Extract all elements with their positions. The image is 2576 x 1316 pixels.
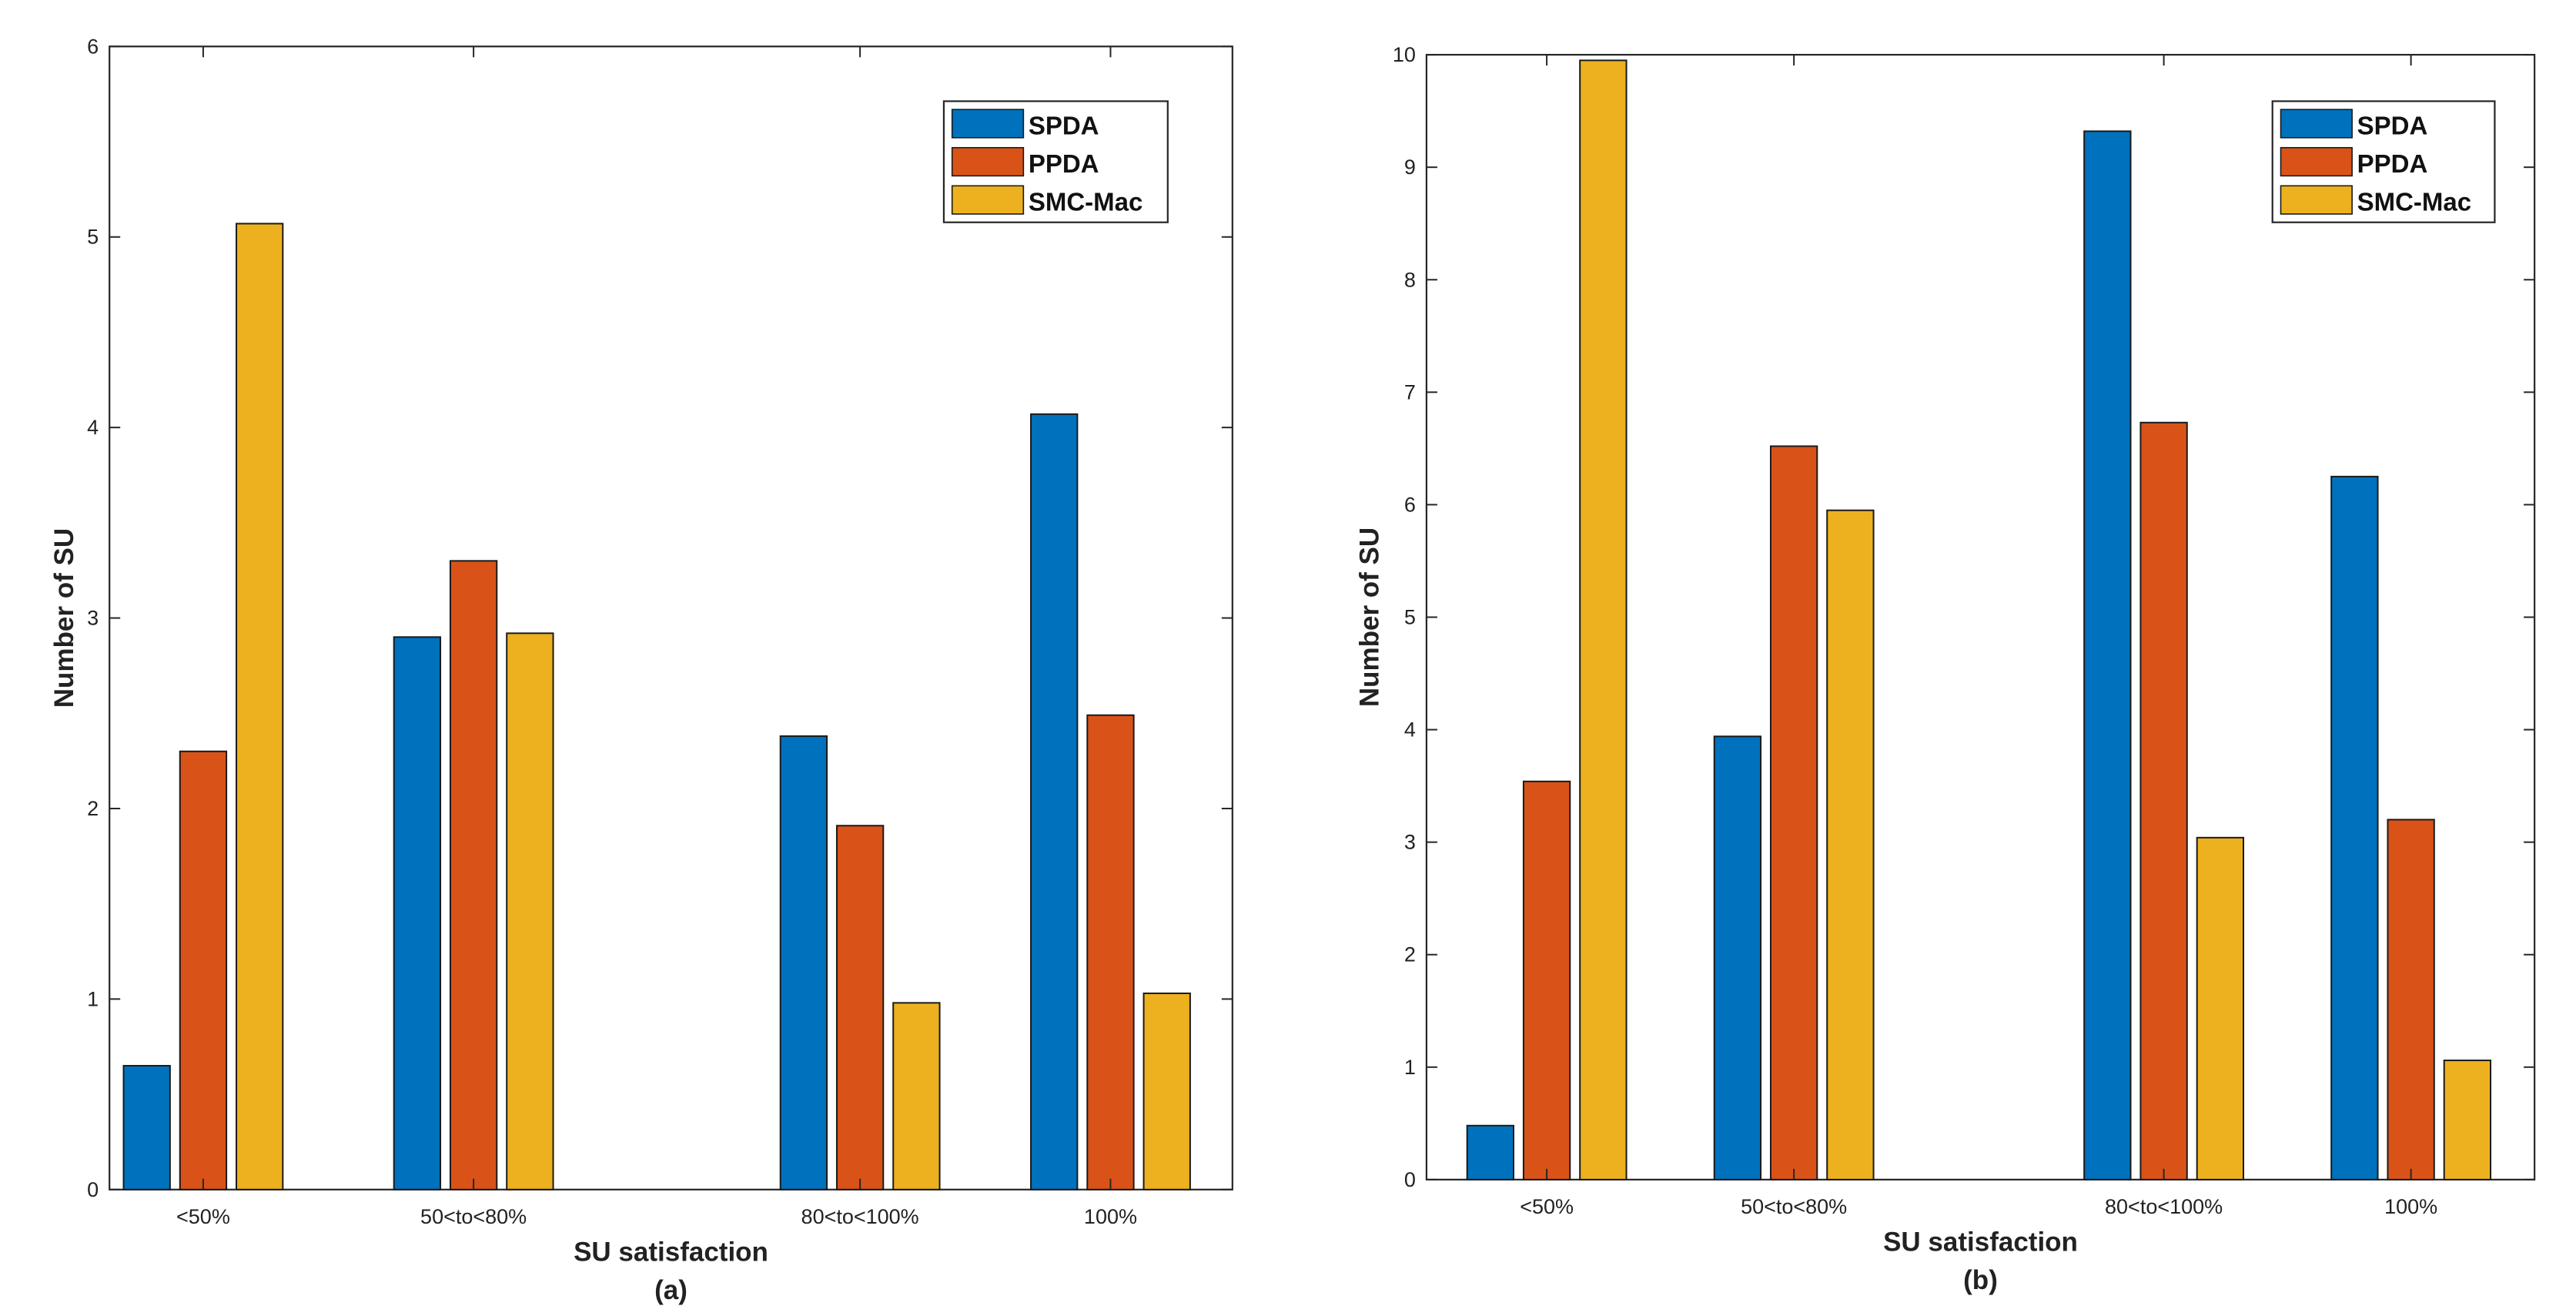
y-tick-label: 5 — [87, 226, 99, 249]
y-tick-label: 7 — [1404, 380, 1416, 404]
chart-caption: (b) — [1963, 1265, 1998, 1295]
bar-ppda-3 — [2139, 421, 2188, 1180]
bar-smc-mac-1 — [236, 223, 284, 1190]
y-tick-label: 5 — [1404, 605, 1416, 628]
legend-label-smc-mac: SMC-Mac — [1029, 188, 1143, 216]
y-tick-label: 8 — [1404, 268, 1416, 291]
x-tick-label: <50% — [176, 1205, 230, 1228]
chart-a: 0 1 2 3 4 5 6 <50% 50<to<80% 80<to<100% 100% SU sat… — [49, 35, 1233, 1305]
y-axis-label: Number of SU — [49, 528, 79, 708]
y-tick-label: 4 — [1404, 718, 1416, 742]
legend-swatch-smc-mac — [951, 185, 1025, 215]
chart-b: 0 1 2 3 4 5 6 7 8 9 10 <50% 50<to<80% 80<to<100% 100% S… — [1354, 43, 2536, 1295]
legend-swatch-ppda — [2280, 146, 2353, 177]
y-tick-label: 1 — [1404, 1056, 1416, 1079]
legend-swatch-ppda — [951, 146, 1025, 177]
x-tick-label: 100% — [2384, 1195, 2437, 1218]
bar-spda-1 — [1466, 1124, 1515, 1180]
bar-spda-1 — [122, 1064, 171, 1190]
bar-ppda-2 — [1769, 445, 1818, 1180]
x-axis-label: SU satisfaction — [574, 1237, 768, 1267]
legend-swatch-spda — [951, 109, 1025, 139]
y-tick-label: 6 — [1404, 493, 1416, 516]
bar-spda-4 — [2330, 475, 2379, 1180]
bar-ppda-3 — [835, 825, 885, 1190]
y-tick-label: 2 — [87, 797, 99, 820]
y-tick-label: 0 — [87, 1178, 99, 1201]
bar-ppda-2 — [449, 560, 498, 1190]
bar-ppda-1 — [1522, 780, 1571, 1180]
bar-ppda-4 — [2387, 819, 2435, 1180]
bar-spda-4 — [1030, 413, 1079, 1190]
y-tick-label: 4 — [87, 416, 99, 439]
x-tick-label: 80<to<100% — [801, 1205, 919, 1228]
legend-label-spda: SPDA — [2357, 112, 2428, 140]
y-tick-label: 9 — [1404, 156, 1416, 179]
bar-smc-mac-4 — [1142, 992, 1191, 1190]
bar-smc-mac-1 — [1579, 59, 1628, 1180]
legend-label-smc-mac: SMC-Mac — [2357, 188, 2472, 216]
legend: SPDA PPDA SMC-Mac — [2271, 100, 2496, 223]
bar-smc-mac-2 — [1826, 509, 1875, 1180]
x-tick-label: 50<to<80% — [1741, 1195, 1847, 1218]
y-tick-label: 1 — [87, 987, 99, 1010]
bar-spda-2 — [393, 636, 442, 1190]
bar-spda-3 — [779, 735, 828, 1190]
bar-smc-mac-2 — [506, 632, 554, 1190]
y-tick-label: 3 — [1404, 831, 1416, 854]
x-tick-label: <50% — [1520, 1195, 1574, 1218]
x-axis-label: SU satisfaction — [1883, 1227, 2078, 1257]
x-tick-label: 100% — [1084, 1205, 1137, 1228]
x-tick-label: 80<to<100% — [2105, 1195, 2223, 1218]
legend-swatch-smc-mac — [2280, 185, 2353, 215]
y-tick-label: 3 — [87, 607, 99, 630]
legend-label-ppda: PPDA — [2357, 149, 2428, 178]
bar-spda-2 — [1713, 735, 1762, 1180]
y-tick-label: 10 — [1393, 43, 1416, 66]
y-tick-label: 0 — [1404, 1168, 1416, 1191]
bar-ppda-1 — [179, 750, 228, 1190]
bar-smc-mac-3 — [892, 1002, 941, 1190]
bar-spda-3 — [2083, 130, 2132, 1180]
y-tick-label: 2 — [1404, 943, 1416, 966]
legend-label-spda: SPDA — [1029, 112, 1099, 140]
bar-smc-mac-3 — [2196, 836, 2245, 1180]
y-axis-label: Number of SU — [1354, 527, 1384, 707]
bar-smc-mac-4 — [2443, 1060, 2492, 1180]
chart-caption: (a) — [654, 1275, 687, 1305]
bar-ppda-4 — [1086, 714, 1135, 1190]
legend: SPDA PPDA SMC-Mac — [942, 100, 1169, 223]
legend-swatch-spda — [2280, 109, 2353, 139]
y-tick-label: 6 — [87, 35, 99, 58]
legend-label-ppda: PPDA — [1029, 149, 1099, 178]
x-tick-label: 50<to<80% — [420, 1205, 527, 1228]
